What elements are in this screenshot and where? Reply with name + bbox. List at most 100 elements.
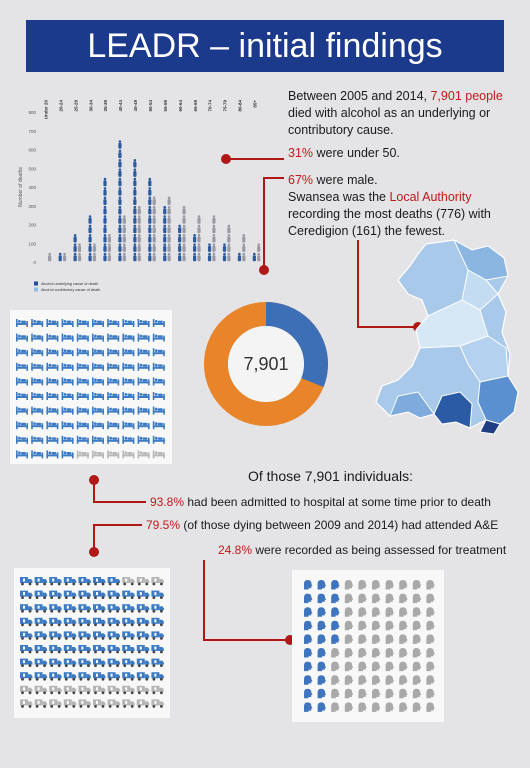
grid-icon xyxy=(49,699,62,708)
grid-icon xyxy=(31,392,44,400)
grid-icon xyxy=(122,577,135,586)
grid-icon xyxy=(93,685,106,695)
grid-icon xyxy=(344,702,354,712)
x-tick-label: 35-39 xyxy=(103,100,108,112)
grid-icon xyxy=(34,645,48,654)
grid-icon xyxy=(122,672,135,681)
bar xyxy=(193,233,197,262)
intro-text: Between 2005 and 2014, 7,901 people died… xyxy=(288,88,510,139)
grid-icon xyxy=(317,634,327,644)
grid-icon xyxy=(78,590,91,599)
grid-icon xyxy=(426,593,435,604)
grid-icon xyxy=(107,362,120,371)
bar xyxy=(63,252,67,262)
grid-icon xyxy=(137,333,150,342)
grid-icon xyxy=(426,580,435,590)
grid-icon xyxy=(137,392,150,400)
grid-icon xyxy=(151,672,164,681)
grid-icon xyxy=(426,607,435,617)
stat-treatment-text: were recorded as being assessed for trea… xyxy=(252,543,507,557)
grid-icon xyxy=(344,634,354,644)
y-tick-label: 0 xyxy=(33,260,36,265)
grid-icon xyxy=(61,348,74,357)
grid-icon xyxy=(31,319,44,327)
y-tick-label: 800 xyxy=(28,110,36,115)
x-tick-label: 75-79 xyxy=(223,100,228,112)
grid-icon xyxy=(31,450,44,459)
grid-icon xyxy=(16,333,28,342)
x-tick-label: 70-74 xyxy=(208,100,213,112)
grid-icon xyxy=(34,617,48,627)
bar xyxy=(252,252,256,262)
grid-icon xyxy=(304,702,313,712)
grid-icon xyxy=(92,377,104,386)
grid-icon xyxy=(372,702,381,712)
bar xyxy=(182,205,186,262)
grid-icon xyxy=(46,362,59,371)
connector-dot xyxy=(89,475,99,485)
grid-icon xyxy=(63,658,77,667)
grid-icon xyxy=(46,392,59,400)
grid-icon xyxy=(122,362,135,371)
grid-icon xyxy=(344,675,354,685)
bar xyxy=(118,140,122,262)
y-tick-label: 700 xyxy=(28,129,36,134)
grid-icon xyxy=(136,645,150,654)
grid-icon xyxy=(63,672,77,681)
bar xyxy=(212,215,216,262)
grid-icon xyxy=(93,604,106,613)
grid-icon xyxy=(358,648,367,658)
bar xyxy=(107,233,111,262)
grid-icon xyxy=(34,577,48,586)
grid-icon xyxy=(76,406,89,415)
grid-icon xyxy=(61,392,74,400)
grid-icon xyxy=(152,392,165,400)
grid-icon xyxy=(107,435,120,444)
grid-icon xyxy=(16,406,28,415)
grid-icon xyxy=(122,377,135,386)
grid-icon xyxy=(78,699,91,708)
grid-icon xyxy=(344,688,354,699)
male-label: were male. xyxy=(313,173,378,187)
x-tick-label: 20-24 xyxy=(58,100,63,112)
grid-icon xyxy=(16,377,28,386)
grid-icon xyxy=(331,620,340,631)
grid-icon xyxy=(426,688,435,699)
grid-icon xyxy=(20,577,33,586)
grid-icon xyxy=(34,699,48,708)
grid-icon xyxy=(63,617,77,627)
grid-icon xyxy=(107,658,121,667)
grid-icon xyxy=(331,593,340,604)
bar xyxy=(152,196,156,262)
grid-icon xyxy=(93,672,106,681)
grid-icon xyxy=(31,421,44,430)
grid-icon xyxy=(426,661,435,672)
grid-icon xyxy=(304,607,313,617)
grid-icon xyxy=(385,607,395,617)
grid-icon xyxy=(385,688,395,699)
grid-icon xyxy=(20,645,33,654)
grid-icon xyxy=(331,702,340,712)
intro-pre: Between 2005 and 2014, xyxy=(288,89,431,103)
connector-male xyxy=(263,177,284,270)
legend-swatch xyxy=(34,287,38,292)
y-axis-label: Number of deaths xyxy=(18,167,24,207)
grid-icon xyxy=(385,661,395,672)
grid-icon xyxy=(107,685,121,695)
grid-icon xyxy=(93,631,106,640)
bar xyxy=(207,243,212,262)
grid-icon xyxy=(34,604,48,613)
grid-icon xyxy=(107,577,121,586)
grid-icon xyxy=(20,617,33,627)
grid-icon xyxy=(304,648,313,658)
grid-icon xyxy=(122,392,135,400)
grid-icon xyxy=(136,617,150,627)
intro-post: died with alcohol as an underlying or co… xyxy=(288,106,491,137)
grid-icon xyxy=(372,634,381,644)
grid-icon xyxy=(399,634,408,644)
grid-icon xyxy=(93,617,106,627)
grid-icon xyxy=(107,631,121,640)
grid-icon xyxy=(20,685,33,695)
stat-hospital: 93.8% had been admitted to hospital at s… xyxy=(150,494,491,511)
grid-icon xyxy=(358,675,367,685)
